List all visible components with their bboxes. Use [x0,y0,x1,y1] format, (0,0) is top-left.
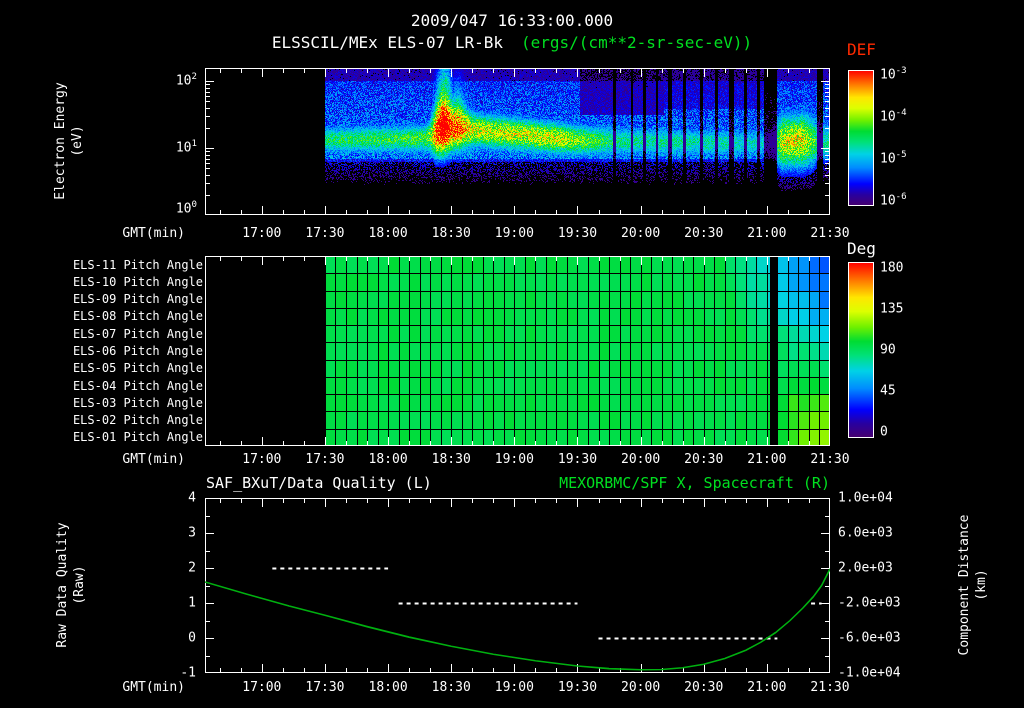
gmt-axis-label: GMT(min) [122,226,185,241]
x-tick-label-2100: 21:00 [747,226,787,241]
pitch-row-label-els-04: ELS-04 Pitch Angle [72,378,203,393]
raw-data-quality-axis-label-text: Raw Data Quality [55,522,70,648]
x-tick-label-1930: 19:30 [557,680,598,695]
x-tick-label-2030: 20:30 [684,680,724,695]
x-tick-label-2000: 20:00 [621,226,661,241]
quality-tick-label: 2 [188,560,196,576]
instrument-title: ELSSCIL/MEx ELS-07 LR-Bk [271,33,503,52]
quality-tick-label: 4 [188,490,196,506]
pitch-angle-heatmap [205,256,830,446]
x-tick-label-1830: 18:30 [431,452,471,467]
component-distance-axis-units: (km) [974,569,989,601]
page-title: 2009/047 16:33:00.000 [410,11,614,30]
energy-tick-label: 102 [175,72,197,89]
def-colorbar-tick-label: 10-3 [880,66,907,83]
x-tick-label-1900: 19:00 [494,226,534,241]
raw-data-quality-axis-units: (Raw) [72,565,87,605]
quality-tick-label: 1 [188,595,196,611]
x-tick-label-1730: 17:30 [305,680,345,695]
component-distance-axis-label-text: Component Distance [957,514,972,656]
distance-tick-label: -2.0e+03 [838,595,901,611]
quality-tick-label: 3 [188,525,196,541]
distance-tick-label: -1.0e+04 [838,665,901,681]
pitch-row-label-els-02: ELS-02 Pitch Angle [72,413,203,428]
deg-colorbar-tick-label: 0 [880,424,888,440]
pitch-row-label-els-08: ELS-08 Pitch Angle [72,309,203,324]
deg-colorbar-title: Deg [847,239,876,258]
flux-units-label: (ergs/(cm**2-sr-sec-eV)) [521,33,753,52]
deg-colorbar [848,262,874,438]
x-tick-label-1700: 17:00 [242,680,282,695]
distance-tick-label: 2.0e+03 [838,560,893,576]
x-tick-label-1700: 17:00 [242,452,282,467]
distance-tick-label: 1.0e+04 [838,490,893,506]
pitch-row-label-els-07: ELS-07 Pitch Angle [72,326,203,341]
x-tick-label-2100: 21:00 [747,680,787,695]
x-tick-label-1930: 19:30 [557,226,598,241]
x-tick-label-1930: 19:30 [557,452,598,467]
deg-colorbar-tick-label: 45 [880,383,896,399]
deg-colorbar-tick-label: 180 [880,260,904,276]
deg-colorbar-tick-label: 90 [880,342,896,358]
x-tick-label-1830: 18:30 [431,680,471,695]
x-tick-label-1730: 17:30 [305,226,345,241]
x-tick-label-1800: 18:00 [368,680,408,695]
pitch-row-label-els-11: ELS-11 Pitch Angle [72,257,203,272]
def-colorbar-tick-label: 10-4 [880,108,907,125]
gmt-axis-label: GMT(min) [122,452,185,467]
quality-tick-label: -1 [180,665,196,681]
pitch-row-label-els-09: ELS-09 Pitch Angle [72,292,203,307]
energy-tick-label: 101 [175,139,197,156]
electron-energy-spectrogram [205,68,830,215]
x-tick-label-1830: 18:30 [431,226,471,241]
distance-tick-label: -6.0e+03 [838,630,901,646]
quality-distance-plot [205,498,830,673]
energy-tick-label: 100 [175,200,197,217]
def-colorbar-tick-label: 10-5 [880,150,907,167]
pitch-row-label-els-01: ELS-01 Pitch Angle [72,430,203,445]
x-tick-label-1800: 18:00 [368,226,408,241]
x-tick-label-2000: 20:00 [621,680,661,695]
component-distance-axis-label: Component Distance (km) [956,425,990,708]
electron-energy-axis-label-text: Electron Energy [53,82,68,200]
raw-data-quality-axis-label: Raw Data Quality (Raw) [54,425,88,708]
quality-tick-label: 0 [188,630,196,646]
pitch-row-label-els-05: ELS-05 Pitch Angle [72,361,203,376]
def-colorbar-title: DEF [847,40,876,59]
distance-tick-label: 6.0e+03 [838,525,893,541]
x-tick-label-2130: 21:30 [810,680,850,695]
gmt-axis-label: GMT(min) [122,680,185,695]
x-tick-label-1900: 19:00 [494,680,534,695]
pitch-row-label-els-06: ELS-06 Pitch Angle [72,344,203,358]
electron-energy-axis-label: Electron Energy (eV) [52,0,86,301]
x-tick-label-1730: 17:30 [305,452,345,467]
x-tick-label-1700: 17:00 [242,226,282,241]
x-tick-label-2130: 21:30 [810,226,850,241]
def-colorbar-tick-label: 10-6 [880,192,907,209]
bottom-panel-left-title: SAF_BXuT/Data Quality (L) [206,474,432,492]
x-tick-label-2130: 21:30 [810,452,850,467]
x-tick-label-2100: 21:00 [747,452,787,467]
x-tick-label-2030: 20:30 [684,452,724,467]
x-tick-label-2030: 20:30 [684,226,724,241]
pitch-row-label-els-03: ELS-03 Pitch Angle [72,395,203,410]
bottom-panel-right-title: MEXORBMC/SPF X, Spacecraft (R) [559,474,830,492]
electron-energy-axis-units: (eV) [70,125,85,157]
deg-colorbar-tick-label: 135 [880,301,904,317]
x-tick-label-2000: 20:00 [621,452,661,467]
plot-subtitle: ELSSCIL/MEx ELS-07 LR-Bk (ergs/(cm**2-sr-… [0,34,1024,52]
x-tick-label-1900: 19:00 [494,452,534,467]
pitch-row-label-els-10: ELS-10 Pitch Angle [72,274,203,289]
def-colorbar [848,70,874,206]
x-tick-label-1800: 18:00 [368,452,408,467]
